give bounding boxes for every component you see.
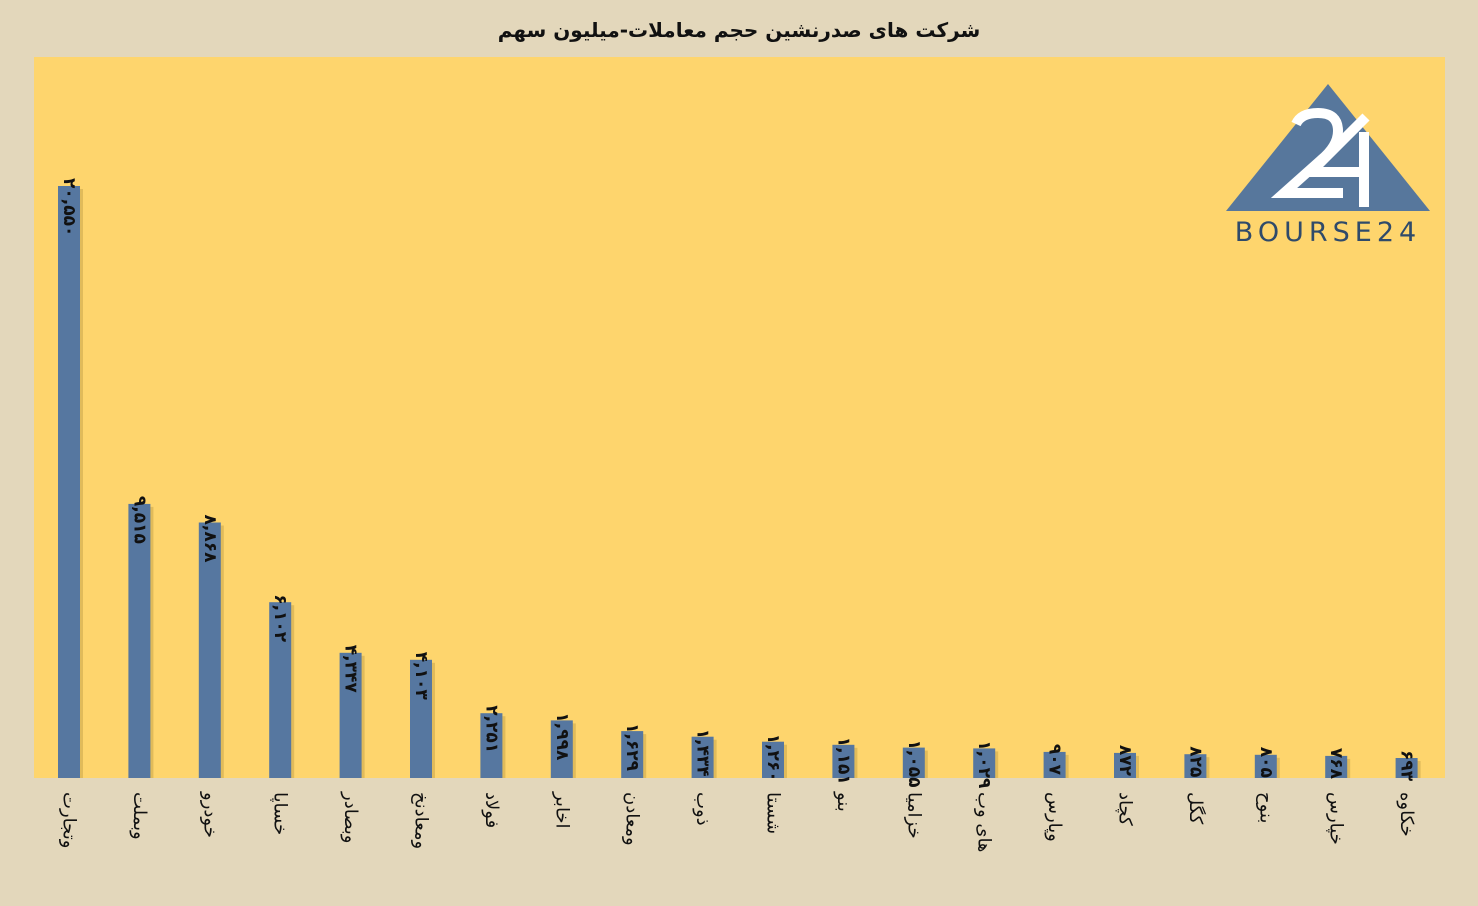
category-tick-label: خودرو (199, 791, 220, 838)
value-label: ۷۶۸ (1326, 748, 1346, 780)
bar (1395, 758, 1418, 778)
value-label: ۶,۱۰۲ (270, 594, 290, 643)
category-tick-label: خزامیا (903, 792, 924, 839)
category-tick-label: فولاد (481, 792, 502, 828)
bar (128, 503, 151, 778)
category-tick-label: خساپا (270, 792, 291, 835)
value-label: ۱,۰۲۹ (974, 740, 994, 789)
bar (691, 736, 714, 778)
category-tick-label: ذوب (692, 792, 713, 826)
category-tick-label: کچاد (1115, 792, 1136, 826)
category-tick-label: بنو (833, 791, 854, 812)
value-label: ۴,۳۴۷ (341, 645, 361, 694)
value-label: ۶۹۳ (1397, 750, 1417, 782)
category-tick-label: ومعادن (622, 792, 643, 846)
bar (269, 602, 292, 778)
logo-text: BOURSE24 (1235, 217, 1421, 248)
value-label: ۹۰۷ (1045, 744, 1065, 776)
category-tick-label: وپارس (1044, 792, 1065, 842)
value-label: ۱,۴۳۴ (693, 729, 713, 777)
category-tick-label: ومعادنخ (411, 792, 432, 849)
bar (198, 522, 221, 778)
category-tick-label: بنوح (1255, 792, 1276, 823)
category-tick-label: شستا (763, 792, 784, 834)
category-tick-label: وبصادر (340, 791, 361, 844)
bourse24-logo: BOURSE24 (1226, 84, 1430, 248)
bar (339, 652, 362, 778)
category-tick-label: های وب (974, 792, 995, 852)
value-label: ۱,۰۵۵ (904, 740, 924, 788)
value-label: ۱,۱۵۱ (833, 737, 853, 785)
value-label: ۴,۱۰۳ (411, 652, 431, 701)
bar (480, 713, 503, 778)
value-label: ۲,۲۵۱ (481, 705, 501, 753)
category-tick-label: وتجارت (59, 792, 80, 848)
value-label: ۸۷۲ (1115, 745, 1135, 777)
value-label: ۲۰,۵۵۰ (59, 178, 79, 236)
bar (973, 748, 996, 778)
bar (550, 720, 573, 778)
bar (762, 741, 784, 778)
bar (902, 747, 925, 778)
bar (58, 186, 80, 778)
bar (621, 731, 644, 778)
value-label: ۸,۸۶۸ (200, 515, 220, 564)
bars-layer: ۲۰,۵۵۰ وتجارت ۹,۵۱۵ وبملت ۸,۸۶۸ خودرو ۶,۱۰۲ خسا… (58, 178, 1421, 852)
category-tick-label: وبملت (129, 792, 150, 840)
bar (1184, 754, 1207, 778)
chart-title: شرکت های صدرنشین حجم معاملات-میلیون سهم (497, 18, 981, 42)
category-tick-label: اخابر (551, 791, 572, 829)
bourse24-triangle-logo-icon (1226, 84, 1430, 211)
value-label: ۹,۵۱۵ (129, 496, 149, 544)
value-label: ۱,۹۹۸ (552, 712, 572, 761)
bar (1043, 751, 1066, 778)
category-tick-label: خپارس (1326, 792, 1347, 845)
bar (1325, 755, 1348, 778)
bar (410, 659, 432, 778)
value-label: ۸۰۵ (1256, 747, 1276, 778)
bar (1254, 754, 1277, 778)
bar (832, 744, 855, 778)
value-label: ۱,۶۲۹ (622, 723, 642, 772)
value-label: ۸۲۵ (1185, 746, 1205, 777)
value-label: ۱,۲۶۰ (763, 734, 783, 782)
plot-area (34, 57, 1445, 778)
category-tick-label: کگل (1185, 792, 1207, 825)
bar (1114, 752, 1136, 778)
category-tick-label: خکاوه (1396, 792, 1417, 837)
